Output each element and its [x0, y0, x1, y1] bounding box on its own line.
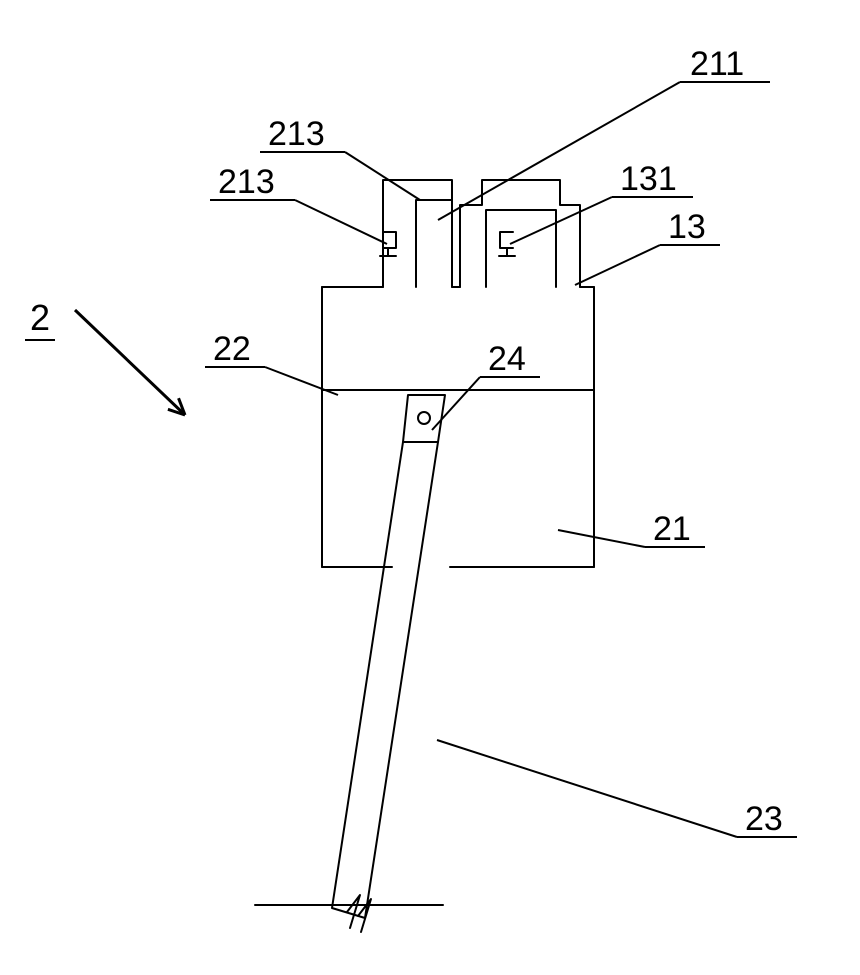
label-22: 22 — [213, 330, 251, 368]
label-213a: 213 — [268, 115, 325, 153]
label-23: 23 — [745, 800, 783, 838]
assembly-label: 2 — [30, 297, 50, 338]
diagram-canvas: 2 211 213 213 131 13 22 24 21 23 — [0, 0, 860, 975]
label-24: 24 — [488, 340, 526, 378]
label-21: 21 — [653, 510, 691, 548]
label-213b: 213 — [218, 163, 275, 201]
label-13: 13 — [668, 208, 706, 246]
label-131: 131 — [620, 160, 677, 198]
label-211: 211 — [690, 45, 744, 83]
